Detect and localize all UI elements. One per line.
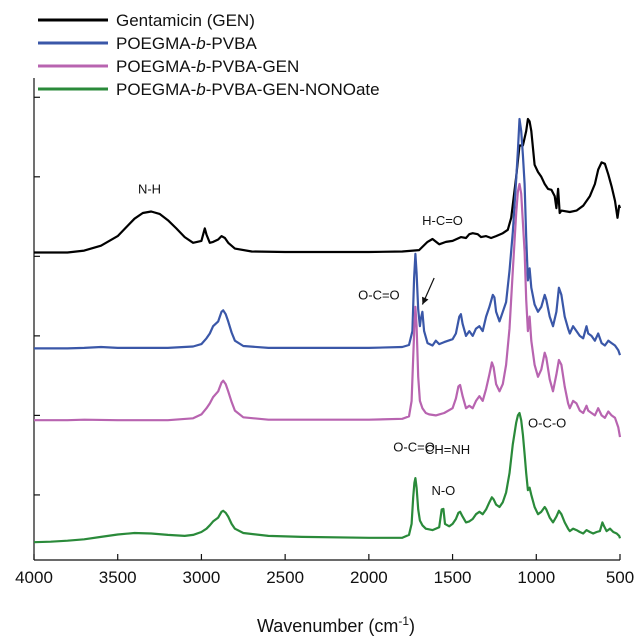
peak-annotations: N-HH-C=OO-C=OCH=NHO-C-OO-C=ON-O bbox=[138, 182, 566, 498]
annotation-6: N-O bbox=[431, 483, 455, 498]
annotation-5: O-C=O bbox=[393, 440, 435, 455]
legend-label-1: POEGMA-b-PVBA bbox=[116, 34, 257, 53]
x-axis-ticks: 4000 3500 3000 2500 2000 1500 1000 500 bbox=[15, 554, 634, 587]
y-axis-ticks bbox=[34, 96, 40, 496]
legend-label-2: POEGMA-b-PVBA-GEN bbox=[116, 57, 299, 76]
annotation-3: CH=NH bbox=[425, 442, 470, 457]
x-tick-label-3000: 3000 bbox=[183, 568, 221, 587]
legend: Gentamicin (GEN) POEGMA-b-PVBA POEGMA-b-PV… bbox=[38, 11, 380, 99]
x-tick-label-1000: 1000 bbox=[517, 568, 555, 587]
series-line-2 bbox=[34, 182, 622, 438]
x-tick-label-2000: 2000 bbox=[350, 568, 388, 587]
plot-frame bbox=[33, 78, 620, 561]
series-line-0 bbox=[34, 117, 622, 254]
annotation-2: O-C=O bbox=[358, 288, 400, 303]
legend-label-0: Gentamicin (GEN) bbox=[116, 11, 255, 30]
annotation-arrowhead bbox=[422, 296, 429, 305]
x-tick-label-500: 500 bbox=[606, 568, 634, 587]
x-tick-label-1500: 1500 bbox=[434, 568, 472, 587]
x-tick-label-2500: 2500 bbox=[266, 568, 304, 587]
legend-label-3: POEGMA-b-PVBA-GEN-NONOate bbox=[116, 80, 380, 99]
series-line-1 bbox=[34, 117, 622, 356]
spectra-series bbox=[33, 117, 622, 544]
series-line-3 bbox=[33, 411, 622, 544]
annotation-0: N-H bbox=[138, 182, 161, 197]
x-tick-label-3500: 3500 bbox=[99, 568, 137, 587]
x-tick-label-4000: 4000 bbox=[15, 568, 53, 587]
annotation-1: H-C=O bbox=[422, 213, 463, 228]
annotation-4: O-C-O bbox=[528, 415, 566, 430]
x-axis-title: Wavenumber (cm-1) bbox=[257, 614, 415, 636]
